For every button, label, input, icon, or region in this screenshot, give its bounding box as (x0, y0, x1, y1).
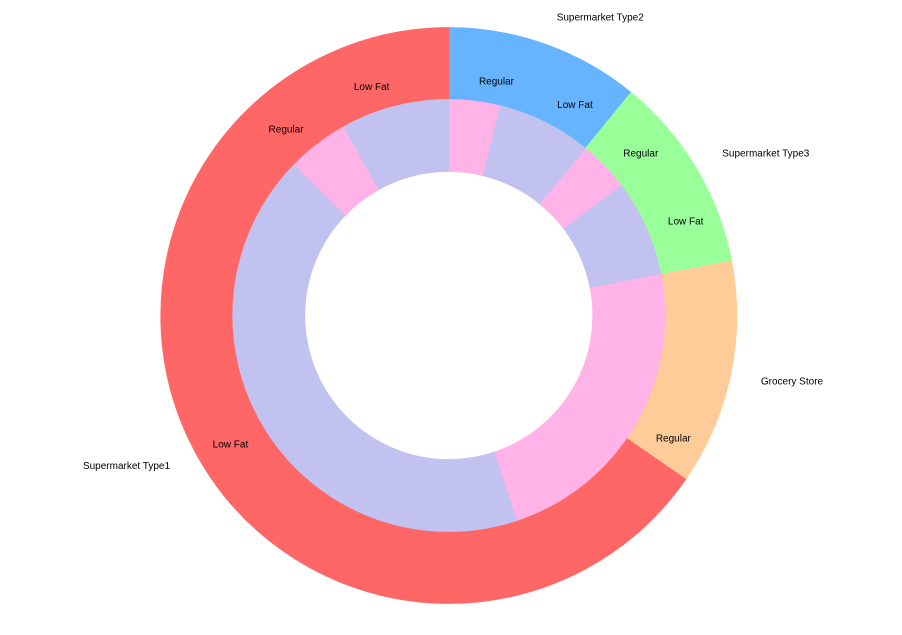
svg-text:Regular: Regular (479, 76, 515, 87)
svg-text:Low Fat: Low Fat (213, 440, 249, 451)
svg-text:Low Fat: Low Fat (668, 217, 704, 228)
svg-text:Regular: Regular (269, 124, 305, 135)
svg-text:Low Fat: Low Fat (557, 100, 593, 111)
svg-text:Supermarket Type2: Supermarket Type2 (557, 13, 645, 24)
svg-text:Regular: Regular (656, 433, 692, 444)
svg-text:Low Fat: Low Fat (354, 82, 390, 93)
svg-text:Regular: Regular (623, 149, 659, 160)
svg-text:Supermarket Type1: Supermarket Type1 (83, 461, 171, 472)
svg-text:Supermarket Type3: Supermarket Type3 (722, 149, 810, 160)
svg-text:Grocery Store: Grocery Store (761, 377, 824, 388)
